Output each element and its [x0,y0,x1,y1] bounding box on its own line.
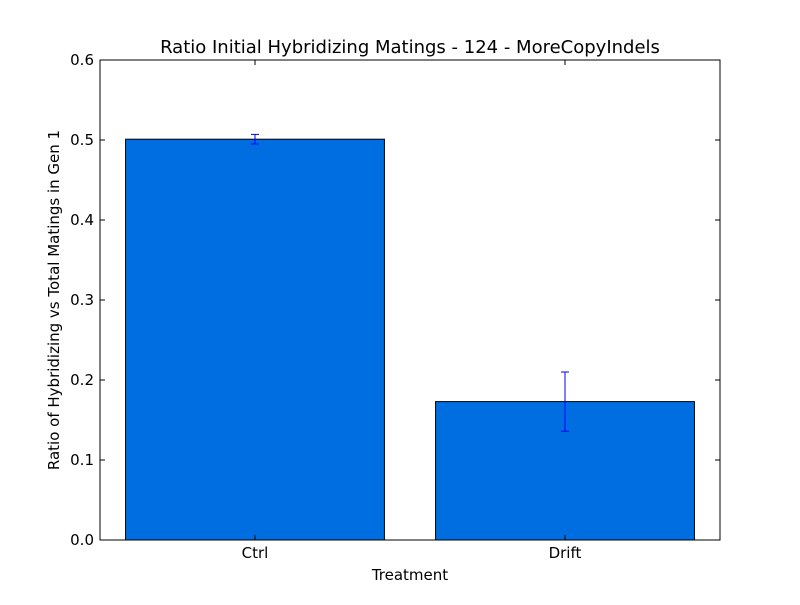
error-bars-layer [251,133,569,432]
y-tick-label: 0.4 [70,211,94,229]
y-axis-ticks: 0.0 0.1 0.2 0.3 0.4 0.5 0.6 [70,51,720,549]
y-tick-label: 0.1 [70,451,94,469]
chart-title: Ratio Initial Hybridizing Matings - 124 … [160,37,660,58]
y-tick-label: 0.5 [70,131,94,149]
y-tick-label: 0.0 [70,531,94,549]
y-tick-label: 0.6 [70,51,94,69]
bar-ctrl [125,138,385,541]
y-tick-label: 0.3 [70,291,94,309]
x-tick-label: Ctrl [242,544,269,562]
x-axis-label: Treatment [371,566,448,584]
y-axis-label: Ratio of Hybridizing vs Total Matings in… [45,130,63,470]
y-tick-label: 0.2 [70,371,94,389]
x-axis-ticks: Ctrl Drift [242,60,582,562]
x-tick-label: Drift [549,544,582,562]
